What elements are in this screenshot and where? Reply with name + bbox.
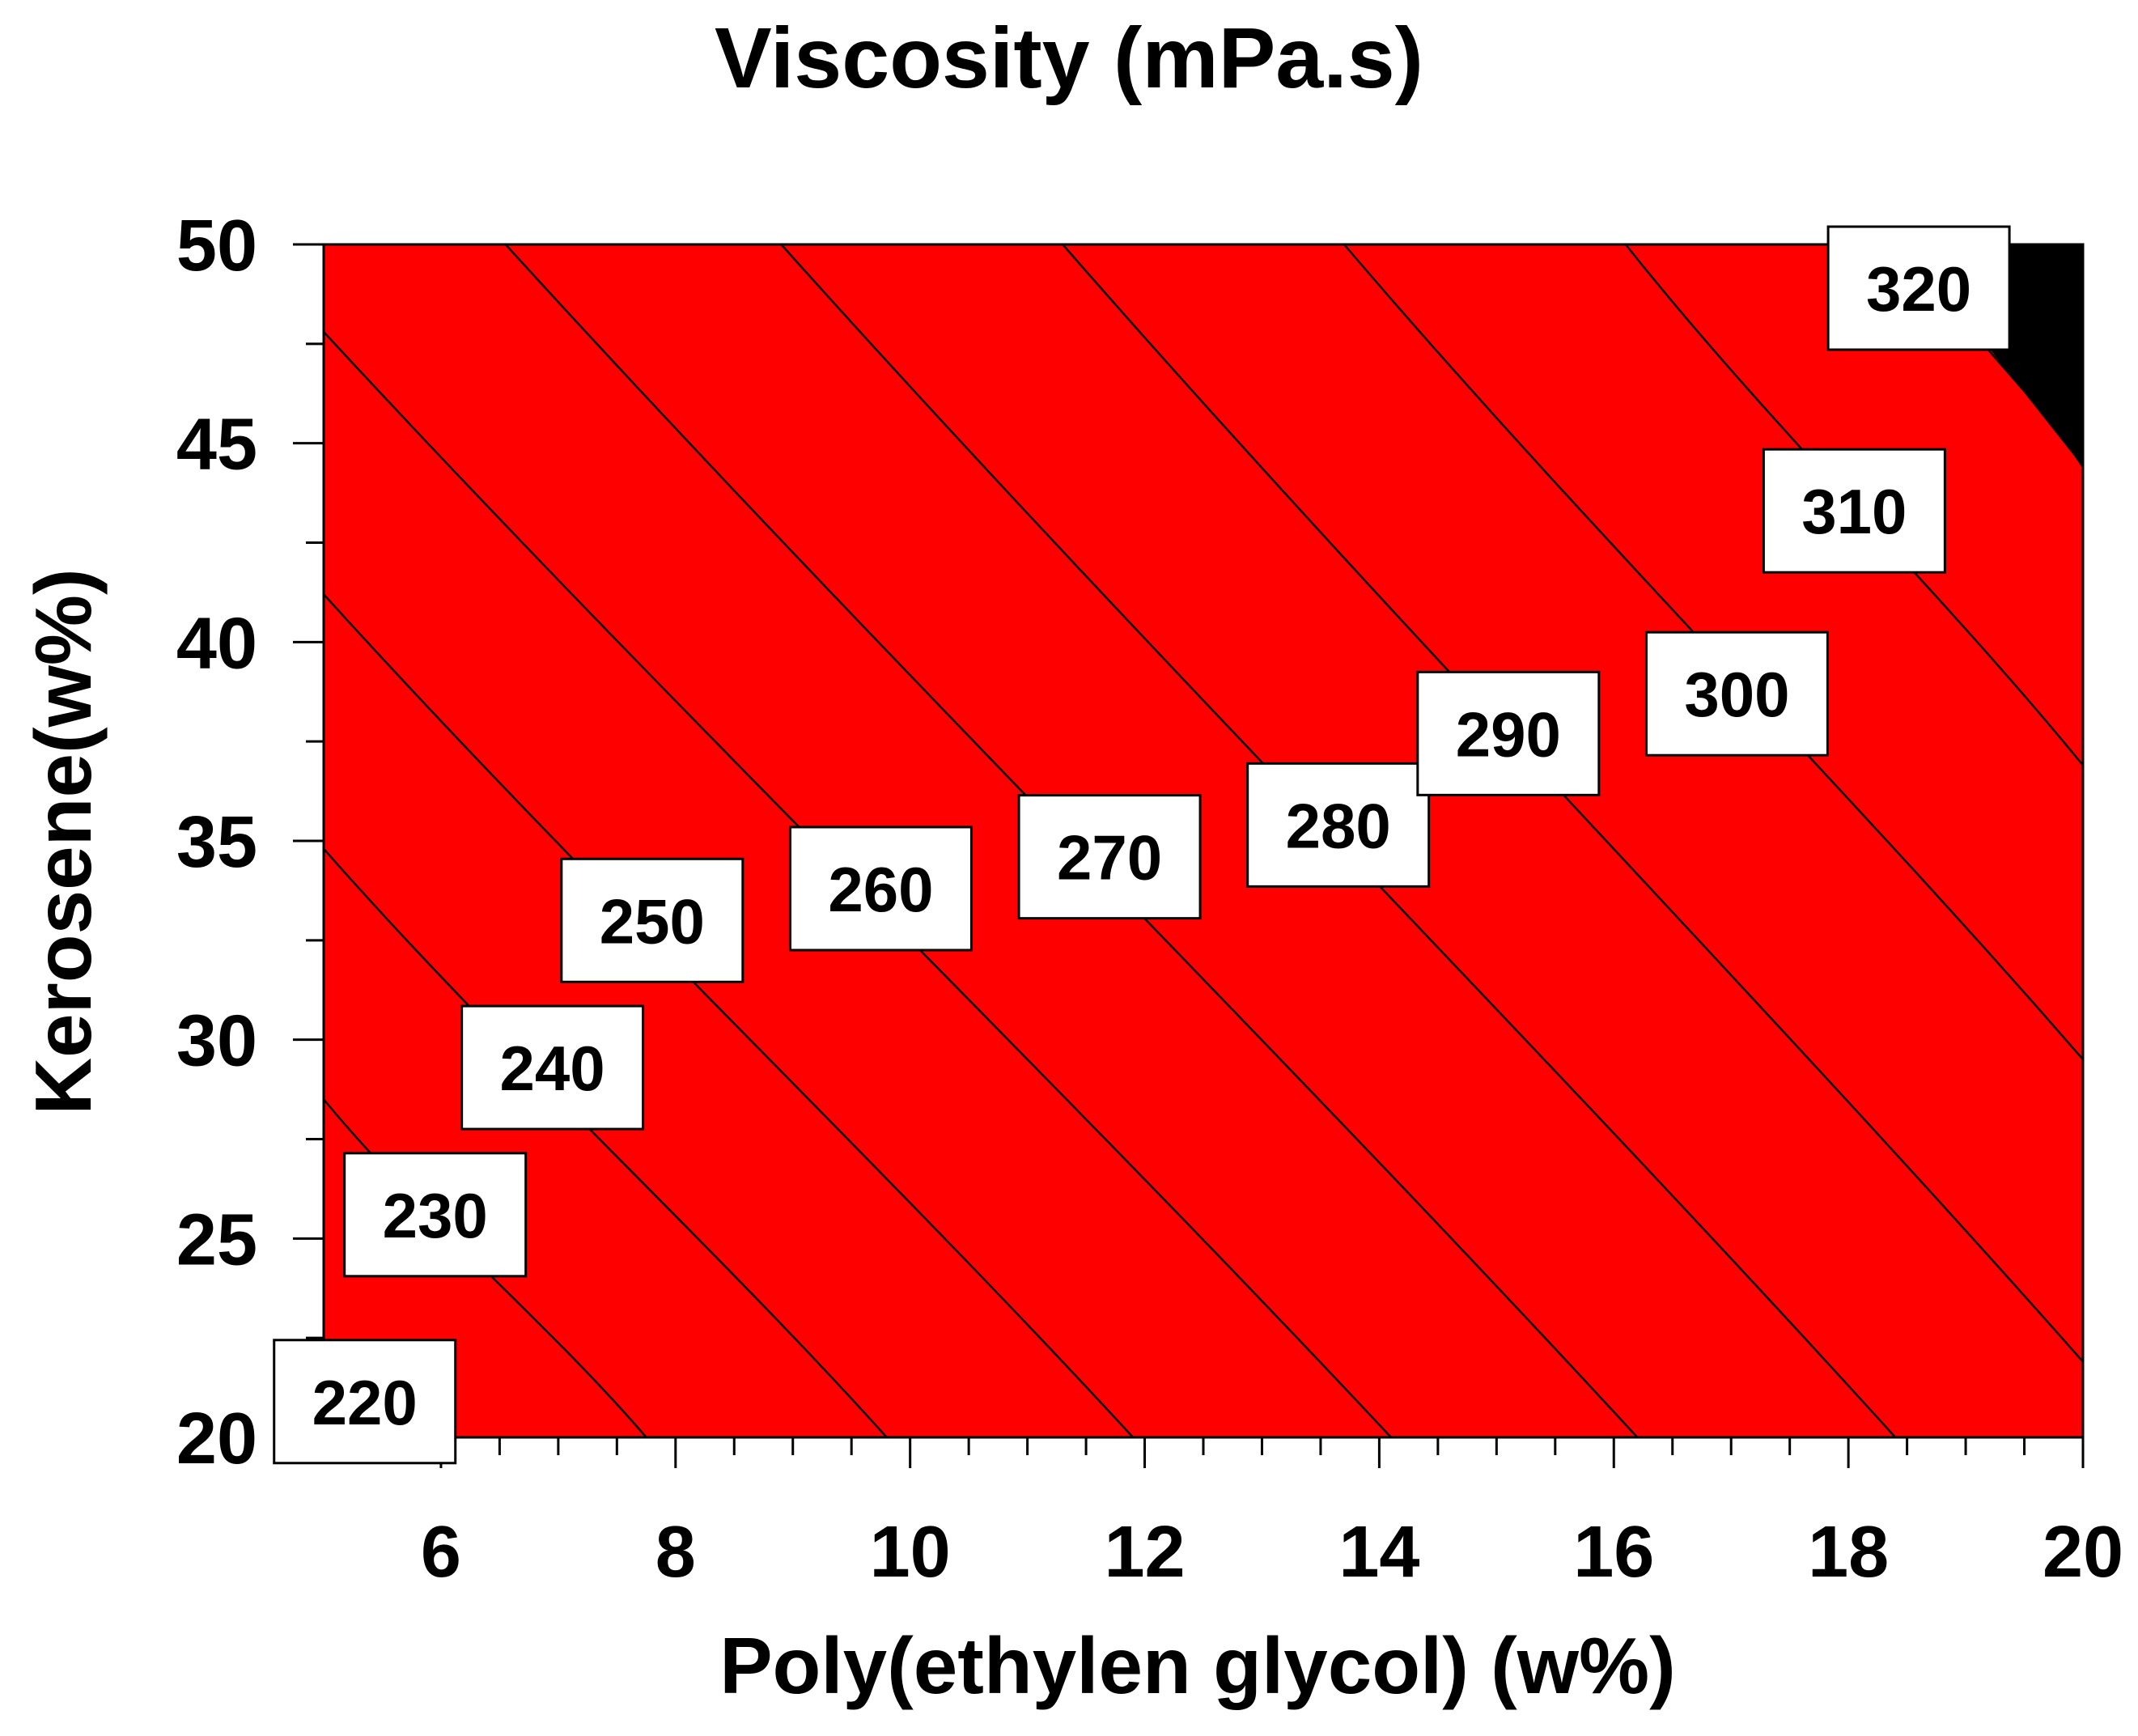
x-tick-label: 12: [1104, 1512, 1185, 1593]
x-tick-label: 16: [1573, 1512, 1654, 1593]
svg-text:230: 230: [383, 1180, 488, 1251]
x-axis-label: Poly(ethylen glycol) (w%): [719, 1621, 1676, 1710]
y-tick-label: 35: [176, 802, 257, 883]
y-tick-label: 50: [176, 206, 257, 287]
y-tick-label: 40: [176, 603, 257, 684]
chart-title: Viscosity (mPa.s): [715, 11, 1423, 106]
svg-text:250: 250: [600, 885, 705, 957]
svg-text:260: 260: [828, 854, 933, 925]
svg-text:270: 270: [1057, 822, 1162, 893]
svg-text:280: 280: [1286, 790, 1391, 861]
x-tick-label: 14: [1338, 1512, 1419, 1593]
contour-label: 310: [1762, 448, 1946, 574]
contour-label: 230: [343, 1152, 528, 1278]
svg-text:310: 310: [1801, 476, 1907, 547]
contour-label: 290: [1416, 670, 1601, 796]
x-tick-label: 10: [870, 1512, 951, 1593]
svg-text:240: 240: [500, 1033, 605, 1104]
y-tick-label: 25: [176, 1199, 257, 1280]
contour-label: 260: [788, 826, 973, 952]
contour-line: [323, 593, 1134, 1438]
y-tick-label: 45: [176, 405, 257, 486]
contour-label: 240: [460, 1004, 645, 1131]
contour-label: 300: [1644, 630, 1829, 757]
contour-bands: [324, 244, 2083, 1438]
contour-line: [323, 848, 888, 1438]
svg-text:290: 290: [1456, 698, 1561, 770]
contour-labels: 220 230 240 250 260 270 280 290 300 310 320: [273, 225, 2011, 1465]
contour-label: 270: [1017, 794, 1202, 920]
contour-label: 220: [273, 1339, 457, 1465]
svg-text:300: 300: [1684, 659, 1789, 730]
y-tick-label: 30: [176, 1001, 257, 1082]
contour-label: 320: [1826, 225, 2011, 351]
contour-band: [324, 244, 2083, 1437]
x-axis: 6 8 10 12 14 16 18 20: [380, 1437, 2123, 1593]
x-tick-label: 6: [421, 1512, 461, 1593]
x-tick-label: 8: [655, 1512, 696, 1593]
x-tick-label: 18: [1808, 1512, 1889, 1593]
contour-label: 280: [1246, 762, 1431, 888]
contour-line: [1062, 244, 2084, 1363]
svg-text:320: 320: [1866, 253, 1971, 325]
x-tick-label: 20: [2043, 1512, 2123, 1593]
y-axis-label: Kerosene(w%): [19, 568, 108, 1114]
svg-text:220: 220: [312, 1367, 418, 1438]
y-axis: 20 25 30 35 40 45 50: [176, 206, 324, 1479]
contour-label: 250: [560, 857, 744, 983]
y-tick-label: 20: [176, 1399, 257, 1479]
